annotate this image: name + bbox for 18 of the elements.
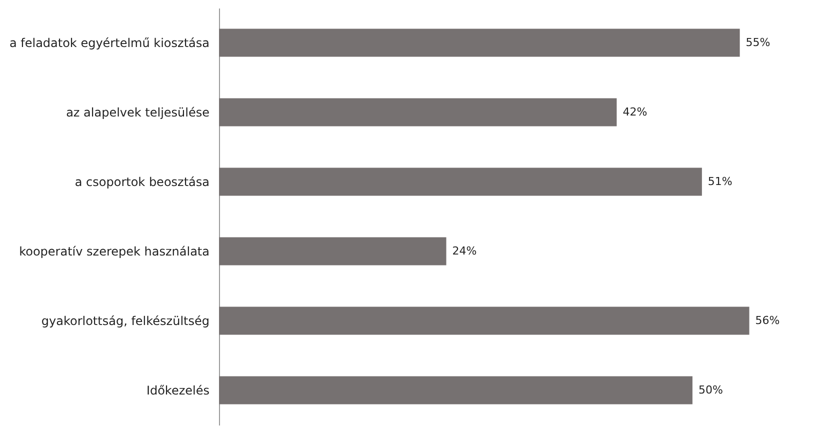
bar (219, 98, 617, 126)
bar (219, 376, 692, 404)
data-label: 50% (698, 383, 723, 396)
bar (219, 237, 446, 266)
bar (219, 168, 702, 196)
y-tick-label: a feladatok egyértelmű kiosztása (9, 36, 210, 50)
data-label: 24% (452, 244, 477, 258)
y-tick-label: Időkezelés (146, 383, 210, 398)
y-tick-label: kooperatív szerepek használata (19, 244, 210, 258)
data-label: 51% (708, 174, 732, 188)
data-label: 55% (746, 36, 770, 49)
data-label: 42% (622, 105, 648, 118)
bar (219, 28, 740, 57)
y-tick-label: a csoportok beosztása (74, 174, 210, 189)
bar (219, 306, 750, 335)
y-tick-label: gyakorlottság, felkészültség (41, 314, 210, 328)
data-label: 56% (755, 314, 780, 327)
y-tick-label: az alapelvek teljesülése (66, 105, 210, 120)
